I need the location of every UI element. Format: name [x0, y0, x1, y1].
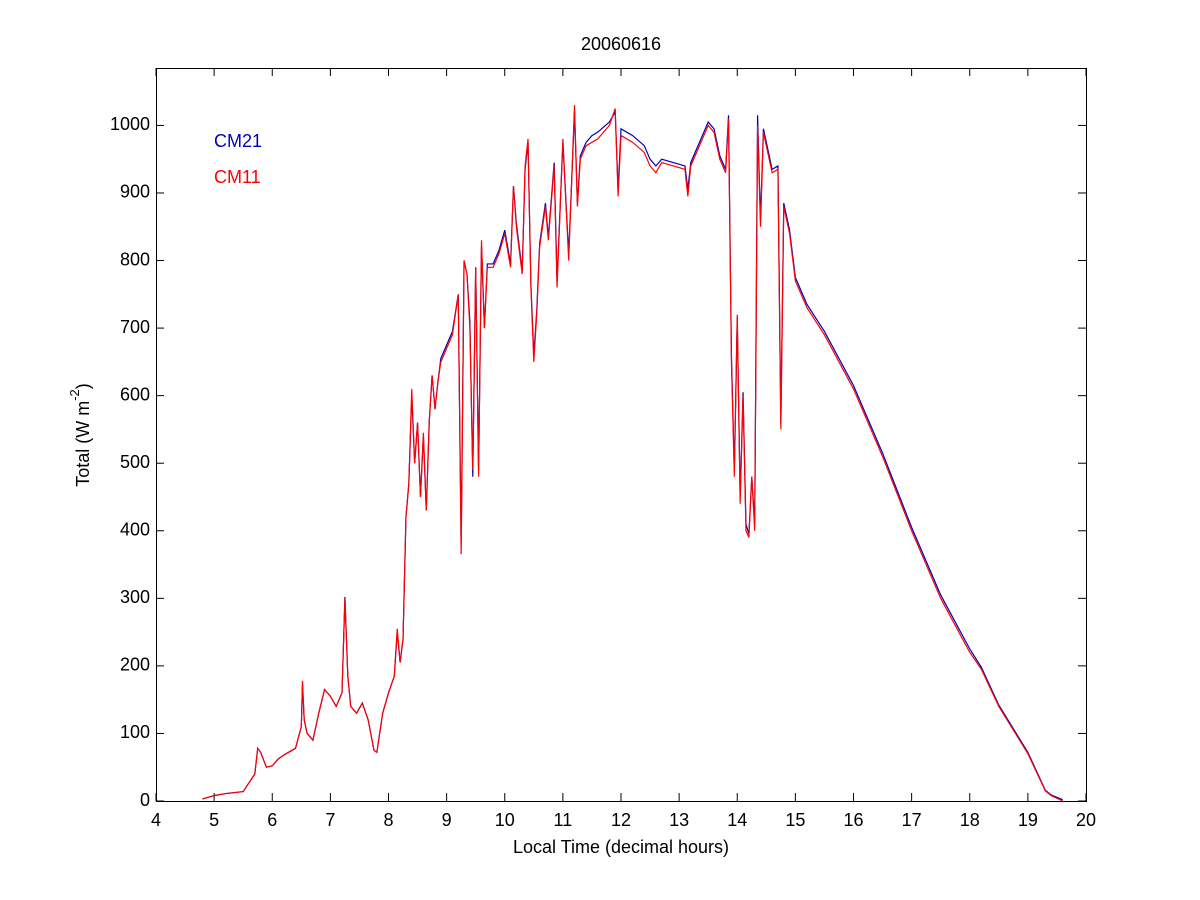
- x-tick-label: 18: [960, 810, 980, 830]
- x-tick-label: 13: [669, 810, 689, 830]
- y-tick-label: 1000: [110, 114, 150, 134]
- x-axis-label: Local Time (decimal hours): [513, 837, 729, 857]
- y-label-suffix: ): [73, 383, 93, 389]
- x-tick-label: 11: [554, 810, 573, 830]
- x-tick-label: 5: [209, 810, 219, 830]
- x-tick-label: 16: [843, 810, 863, 830]
- y-axis-label: Total (W m-2): [67, 383, 92, 487]
- y-tick-label: 900: [120, 182, 150, 202]
- y-tick-label: 500: [120, 452, 150, 472]
- y-label-text: Total (W m: [73, 401, 93, 487]
- x-tick-label: 19: [1018, 810, 1038, 830]
- x-tick-label: 6: [267, 810, 277, 830]
- x-tick-label: 15: [785, 810, 805, 830]
- y-label-superscript: -2: [67, 389, 82, 401]
- legend-label: CM11: [214, 167, 261, 187]
- x-tick-label: 8: [383, 810, 393, 830]
- y-tick-label: 100: [120, 722, 150, 742]
- x-tick-label: 12: [611, 810, 631, 830]
- y-tick-label: 400: [120, 520, 150, 540]
- x-tick-label: 4: [151, 810, 161, 830]
- x-tick-label: 14: [727, 810, 747, 830]
- chart-title: 20060616: [581, 34, 661, 54]
- legend-label: CM21: [214, 131, 262, 151]
- x-tick-label: 7: [325, 810, 335, 830]
- y-tick-label: 300: [120, 587, 150, 607]
- x-tick-label: 10: [495, 810, 515, 830]
- y-tick-label: 0: [140, 790, 150, 810]
- y-tick-label: 200: [120, 655, 150, 675]
- x-tick-label: 20: [1076, 810, 1096, 830]
- y-tick-label: 600: [120, 384, 150, 404]
- y-tick-label: 800: [120, 249, 150, 269]
- x-tick-label: 17: [902, 810, 922, 830]
- series-line: [202, 105, 1064, 802]
- y-tick-label: 700: [120, 317, 150, 337]
- x-tick-label: 9: [442, 810, 452, 830]
